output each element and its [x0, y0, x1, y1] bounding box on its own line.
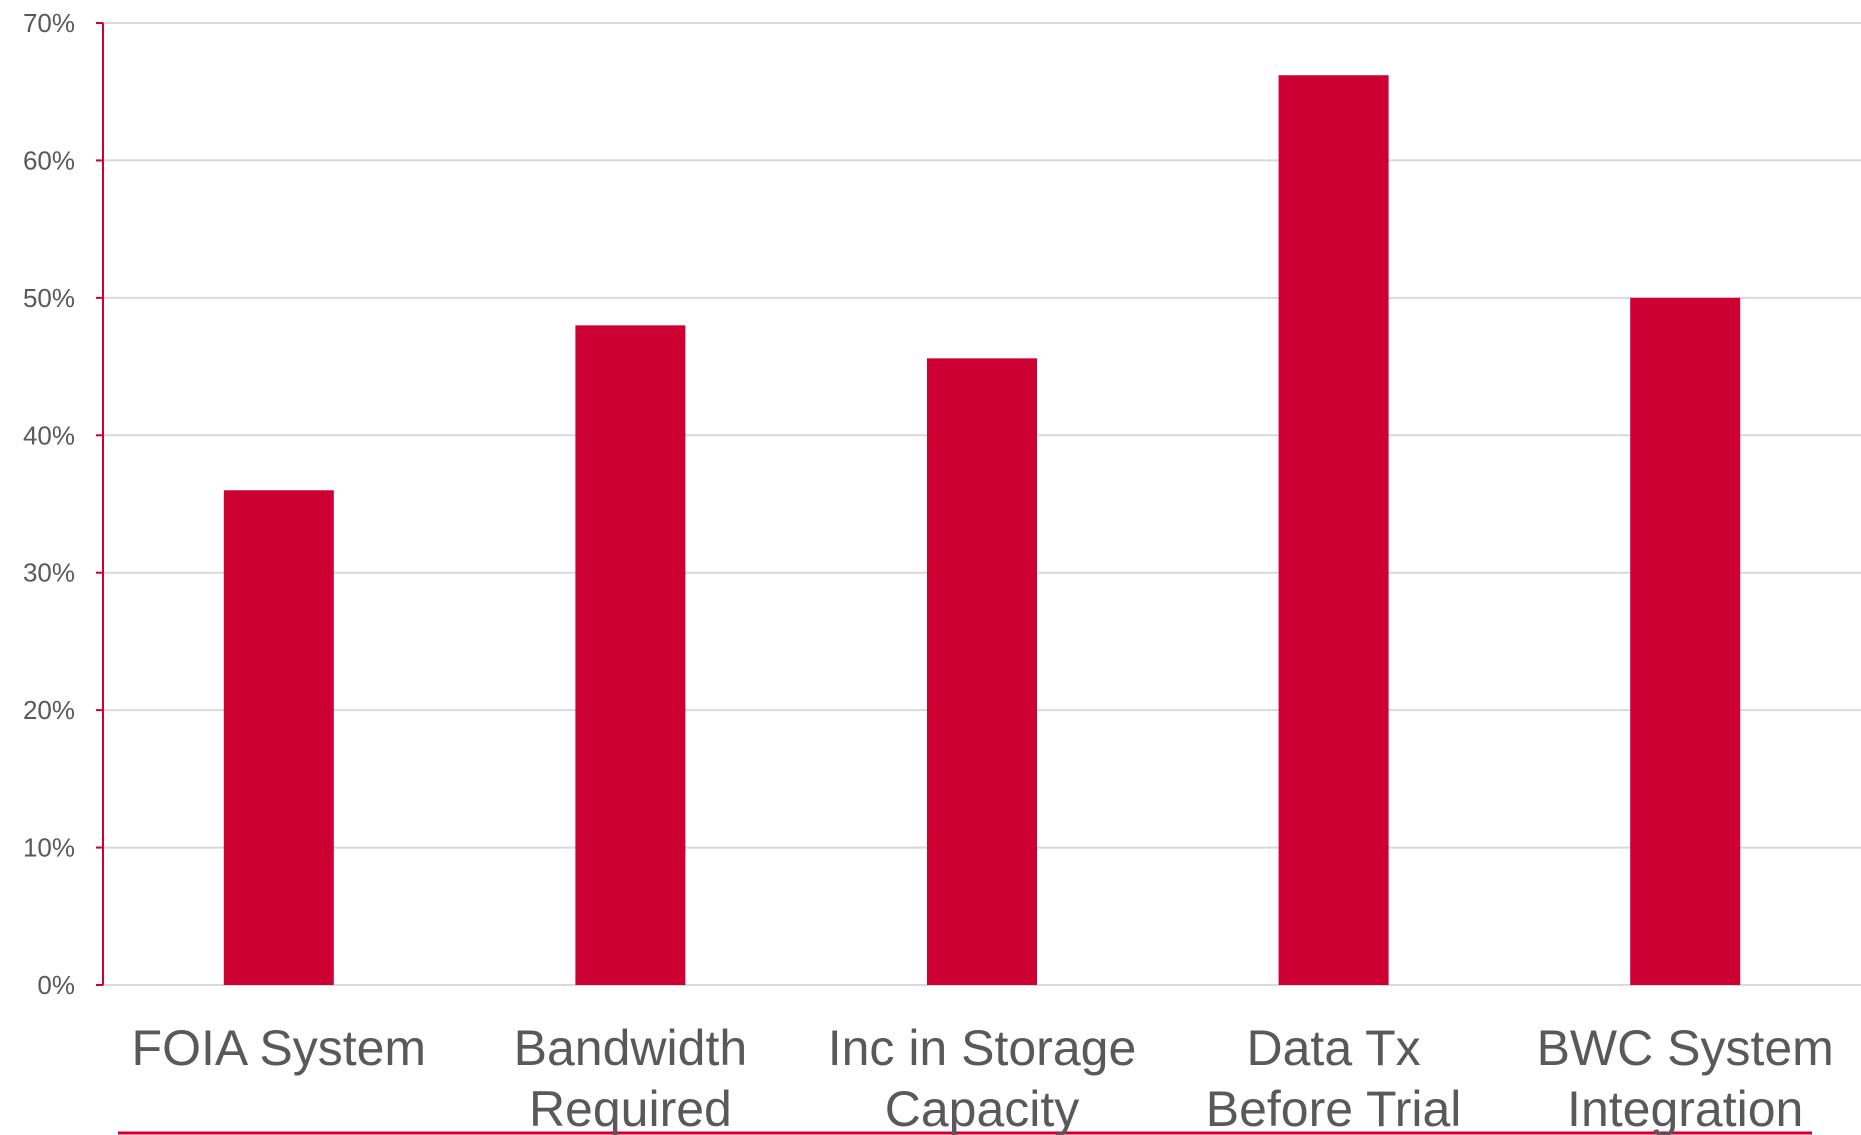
y-tick-label: 60%	[23, 145, 75, 175]
y-tick-label: 10%	[23, 833, 75, 863]
bar	[1630, 297, 1741, 985]
x-category-label: BWC System Integration	[1537, 1020, 1834, 1135]
y-tick-label: 20%	[23, 695, 75, 725]
x-category-label-line: Required	[529, 1081, 732, 1135]
x-category-label-line: Data Tx	[1247, 1020, 1421, 1076]
x-category-label: FOIA System	[132, 1020, 427, 1076]
bar	[223, 490, 334, 985]
axes	[96, 22, 1812, 1135]
x-category-label-line: Inc in Storage	[828, 1020, 1137, 1076]
bar	[927, 358, 1037, 986]
x-category-label-line: Bandwidth	[514, 1020, 748, 1076]
x-category-label-line: FOIA System	[132, 1020, 427, 1076]
y-tick-label: 70%	[23, 8, 75, 38]
y-tick-label: 30%	[23, 558, 75, 588]
x-category-label: Bandwidth Required	[514, 1020, 748, 1135]
x-category-labels: FOIA System Bandwidth Required Inc in Stora…	[132, 1020, 1834, 1135]
x-category-label: Data Tx Before Trial	[1206, 1020, 1462, 1135]
x-category-label-line: Integration	[1567, 1081, 1803, 1135]
x-category-label: Inc in Storage Capacity	[828, 1020, 1137, 1135]
y-tick-label: 50%	[23, 283, 75, 313]
x-category-label-line: BWC System	[1537, 1020, 1834, 1076]
bar	[1278, 75, 1389, 986]
x-category-label-line: Before Trial	[1206, 1081, 1462, 1135]
y-tick-label: 40%	[23, 420, 75, 450]
x-category-label-line: Capacity	[885, 1081, 1080, 1135]
bar	[575, 325, 686, 985]
bars	[223, 75, 1741, 986]
y-tick-label: 0%	[37, 970, 75, 1000]
y-tick-labels: 0% 10% 20% 30% 40% 50% 60% 70%	[23, 8, 75, 1000]
